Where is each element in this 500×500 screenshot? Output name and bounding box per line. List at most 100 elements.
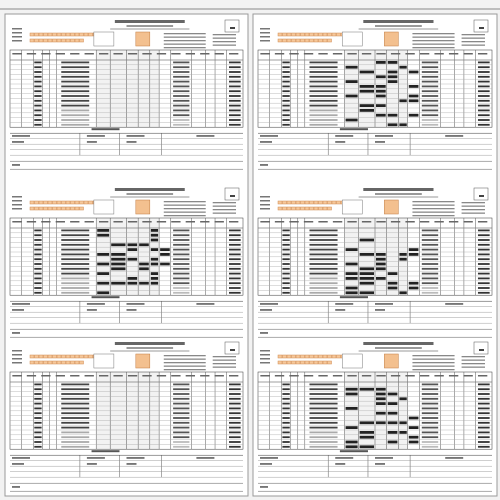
cell bbox=[61, 229, 90, 232]
cell bbox=[461, 212, 485, 214]
cell bbox=[376, 253, 386, 256]
cell bbox=[79, 360, 84, 365]
cell bbox=[212, 363, 237, 365]
cell bbox=[477, 383, 490, 386]
cell bbox=[309, 436, 338, 439]
cell bbox=[304, 360, 310, 365]
cell bbox=[173, 114, 190, 117]
cell bbox=[229, 417, 241, 419]
cell bbox=[34, 263, 42, 265]
cell bbox=[200, 53, 210, 55]
cell bbox=[282, 114, 290, 117]
cell bbox=[160, 262, 170, 266]
cell bbox=[173, 291, 190, 294]
cell bbox=[412, 215, 455, 217]
cell bbox=[43, 206, 48, 211]
cell bbox=[139, 243, 149, 247]
cell bbox=[477, 441, 490, 443]
cell bbox=[163, 211, 206, 213]
cell bbox=[345, 387, 358, 391]
cell bbox=[61, 32, 66, 37]
cell bbox=[318, 53, 328, 55]
cell bbox=[200, 221, 210, 223]
cell bbox=[477, 277, 490, 280]
cell bbox=[34, 272, 42, 275]
cell bbox=[421, 85, 439, 88]
cell bbox=[34, 441, 42, 443]
cell bbox=[318, 360, 323, 365]
cell bbox=[303, 375, 314, 377]
cell bbox=[477, 104, 490, 107]
cell bbox=[29, 360, 35, 365]
cell bbox=[34, 248, 42, 251]
cell bbox=[34, 239, 42, 241]
cell bbox=[43, 200, 48, 205]
cell bbox=[229, 412, 241, 415]
cell bbox=[359, 238, 374, 242]
cell bbox=[421, 388, 439, 391]
cell bbox=[341, 199, 363, 215]
cell bbox=[173, 412, 190, 415]
cell bbox=[408, 94, 419, 98]
cell bbox=[229, 90, 241, 93]
cell bbox=[163, 36, 206, 38]
cell bbox=[173, 123, 190, 126]
cell bbox=[12, 135, 30, 137]
cell bbox=[274, 53, 285, 55]
cell bbox=[322, 32, 328, 37]
cell bbox=[477, 75, 490, 78]
cell bbox=[295, 38, 301, 43]
cell bbox=[173, 109, 190, 112]
cell bbox=[390, 221, 401, 223]
cell bbox=[282, 75, 290, 78]
cell bbox=[282, 412, 290, 415]
cell bbox=[309, 263, 338, 265]
cell bbox=[479, 27, 484, 29]
cell bbox=[150, 233, 159, 237]
cell bbox=[230, 27, 235, 29]
cell bbox=[477, 272, 490, 275]
cell bbox=[12, 309, 24, 311]
cell bbox=[61, 253, 90, 256]
cell bbox=[300, 200, 305, 205]
cell bbox=[139, 267, 149, 271]
cell bbox=[332, 221, 343, 223]
cell bbox=[61, 61, 90, 64]
cell bbox=[282, 119, 290, 121]
cell bbox=[61, 243, 90, 246]
cell bbox=[313, 206, 319, 211]
cell bbox=[61, 421, 90, 424]
cell bbox=[135, 31, 151, 47]
cell bbox=[212, 366, 237, 368]
cell bbox=[86, 135, 105, 137]
cell bbox=[359, 277, 374, 280]
cell bbox=[477, 282, 490, 285]
cell bbox=[173, 61, 190, 64]
cell bbox=[421, 99, 439, 102]
cell bbox=[173, 90, 190, 93]
cell bbox=[322, 200, 328, 205]
cell bbox=[387, 113, 398, 117]
cell bbox=[173, 80, 190, 83]
cell bbox=[88, 354, 93, 359]
cell bbox=[135, 353, 151, 369]
cell bbox=[448, 375, 459, 377]
cell bbox=[345, 392, 358, 396]
cell bbox=[156, 53, 167, 55]
cell bbox=[375, 457, 393, 459]
cell bbox=[461, 363, 485, 365]
cell bbox=[345, 80, 358, 83]
cell bbox=[434, 375, 444, 377]
cell bbox=[359, 431, 374, 434]
cell bbox=[34, 421, 42, 424]
cell bbox=[421, 71, 439, 73]
cell bbox=[309, 354, 314, 359]
cell bbox=[477, 267, 490, 270]
cell bbox=[142, 375, 152, 377]
cell bbox=[171, 375, 181, 377]
cell bbox=[52, 206, 57, 211]
cell bbox=[387, 281, 398, 285]
cell bbox=[61, 239, 90, 241]
cell bbox=[335, 141, 346, 143]
cell bbox=[93, 199, 115, 215]
